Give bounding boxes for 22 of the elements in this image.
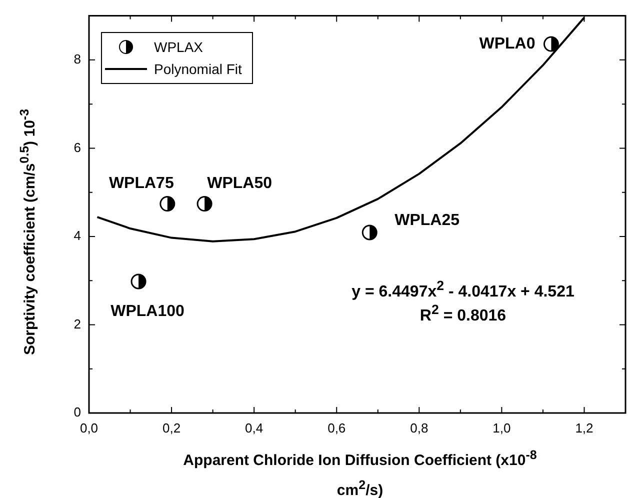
annotation: WPLA25 [394, 212, 460, 229]
x-tick-label: 1,2 [575, 420, 594, 436]
annotation: WPLA0 [479, 35, 536, 52]
x-tick-label: 0,4 [245, 420, 264, 436]
text: Apparent Chloride Ion Diffusion Coefficient (x10$^{-8}$ cm$^{2}$/s) [183, 448, 537, 498]
x-tick-label: 0,6 [328, 420, 346, 436]
y-tick-label: 4 [74, 228, 81, 244]
x-tick-label: 0,0 [80, 420, 98, 436]
annotation: WPLA75 [108, 175, 174, 192]
legend-label: WPLAX [154, 39, 204, 55]
y-tick-label: 8 [74, 52, 81, 67]
annotation: WPLA100 [110, 302, 185, 320]
legend-label: Polynomial Fit [154, 61, 242, 77]
y-tick-label: 6 [74, 140, 81, 155]
x-tick-label: 1,0 [492, 420, 511, 436]
x-tick-label: 0,2 [162, 420, 181, 436]
annotation: y = 6.4497x$^{2}$ - 4.0417x + 4.521 [350, 278, 576, 302]
y-tick-label: 0 [74, 404, 81, 420]
annotation: WPLA50 [207, 175, 272, 192]
y-tick-label: 2 [74, 316, 81, 332]
annotation: R$^{2}$ = 0.8016 [418, 302, 508, 326]
x-tick-label: 0,8 [410, 420, 428, 436]
